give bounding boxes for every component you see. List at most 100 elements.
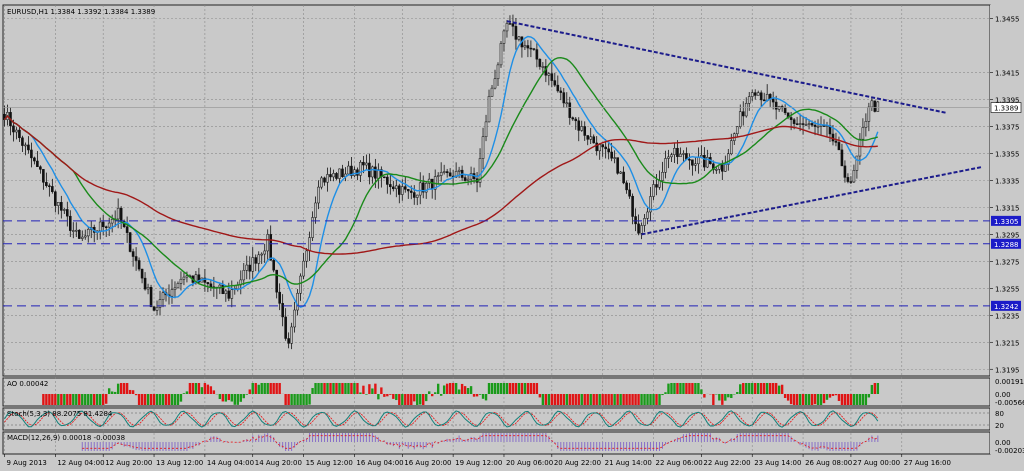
candle-body <box>538 58 542 67</box>
candle-body <box>296 292 299 311</box>
ao-bar <box>221 394 225 402</box>
ao-bar <box>63 394 66 405</box>
x-tick-label: 22 Aug 06:00 <box>656 459 703 467</box>
ao-bar <box>550 394 554 405</box>
ao-bar <box>688 383 691 394</box>
ao-bar <box>544 394 548 405</box>
candle-body <box>750 92 754 97</box>
ao-bar <box>448 383 452 394</box>
ao-bar <box>428 391 431 394</box>
candle-body <box>559 90 563 93</box>
ao-bar <box>604 394 607 405</box>
candle-body <box>27 144 30 151</box>
ao-bar <box>57 394 60 405</box>
ao-bar <box>188 383 192 394</box>
candle-body <box>254 257 258 264</box>
candle-body <box>721 164 724 172</box>
candle-body <box>604 146 607 150</box>
ao-bar <box>801 394 805 405</box>
ao-bar <box>164 394 168 405</box>
ao-bar <box>646 394 649 405</box>
candle-body <box>66 209 69 217</box>
ao-bar <box>275 383 278 394</box>
x-tick-label: 12 Aug 20:00 <box>105 459 152 467</box>
candle-body <box>227 290 231 299</box>
candle-body <box>302 260 305 277</box>
ao-bar <box>553 394 557 405</box>
ao-bar <box>137 394 141 405</box>
ao-bar <box>679 383 682 394</box>
ao-bar <box>272 383 275 394</box>
ao-bar <box>224 394 228 402</box>
ao-bar <box>628 394 631 405</box>
candle-body <box>676 147 679 157</box>
candle-body <box>412 192 416 198</box>
ao-bar <box>667 383 670 394</box>
candle-body <box>628 189 631 197</box>
stoch-signal-line <box>4 412 879 426</box>
candle-body <box>565 102 569 105</box>
ao-bar <box>700 389 703 394</box>
ao-bar <box>493 383 497 394</box>
candle-body <box>691 159 694 166</box>
candle-body <box>326 174 329 183</box>
candle-body <box>712 163 715 170</box>
ao-bar <box>568 394 571 405</box>
ao-bar <box>116 383 120 394</box>
ao-bar <box>834 394 838 396</box>
candle-body <box>406 189 410 192</box>
ao-bar <box>873 383 877 394</box>
ao-bar <box>338 383 341 394</box>
ao-bar <box>323 383 326 394</box>
candle-body <box>170 289 174 297</box>
ao-bar <box>780 384 784 394</box>
ao-bar <box>613 394 616 405</box>
ao-bar <box>795 394 799 405</box>
ao-bar <box>457 389 461 394</box>
ao-bar <box>362 385 365 394</box>
candle-body <box>51 186 54 192</box>
candle-body <box>762 99 766 102</box>
candle-body <box>706 157 709 168</box>
ao-bar <box>463 386 467 394</box>
y-tick-label: 1.3455 <box>995 15 1020 23</box>
candle-body <box>577 120 581 131</box>
ao-bar <box>290 394 293 405</box>
ao-bar <box>42 394 45 405</box>
candle-body <box>726 153 730 165</box>
ao-bar <box>308 394 311 405</box>
candle-body <box>655 184 658 188</box>
ao-bar <box>422 394 425 405</box>
ao-bar <box>858 394 862 405</box>
candle-body <box>694 163 697 166</box>
candle-body <box>182 276 186 280</box>
candle-body <box>83 235 87 238</box>
ao-bar <box>158 394 162 405</box>
y-tick-label: 1.3335 <box>995 177 1020 185</box>
ao-bar <box>721 394 724 405</box>
y-tick-label: 1.3415 <box>995 69 1020 77</box>
ao-bar <box>69 394 72 405</box>
x-tick-label: 16 Aug 20:00 <box>404 459 451 467</box>
ao-panel <box>2 377 991 407</box>
ao-bar <box>658 394 661 405</box>
ao-bar <box>727 394 730 398</box>
ao-bar <box>439 394 443 396</box>
ao-bar <box>745 383 748 394</box>
ao-bar <box>398 394 401 405</box>
candle-body <box>332 173 335 178</box>
candle-body <box>269 234 272 261</box>
ao-bar <box>293 394 296 405</box>
candle-body <box>248 264 252 272</box>
ao-bar <box>278 383 281 394</box>
ao-bar <box>119 383 123 394</box>
candle-body <box>592 136 596 144</box>
ao-bar <box>819 394 823 405</box>
candle-body <box>454 171 458 178</box>
ao-bar <box>703 394 706 398</box>
ao-bar <box>113 391 117 394</box>
ao-bar <box>320 383 323 394</box>
candle-body <box>532 48 536 50</box>
candle-body <box>652 184 655 197</box>
